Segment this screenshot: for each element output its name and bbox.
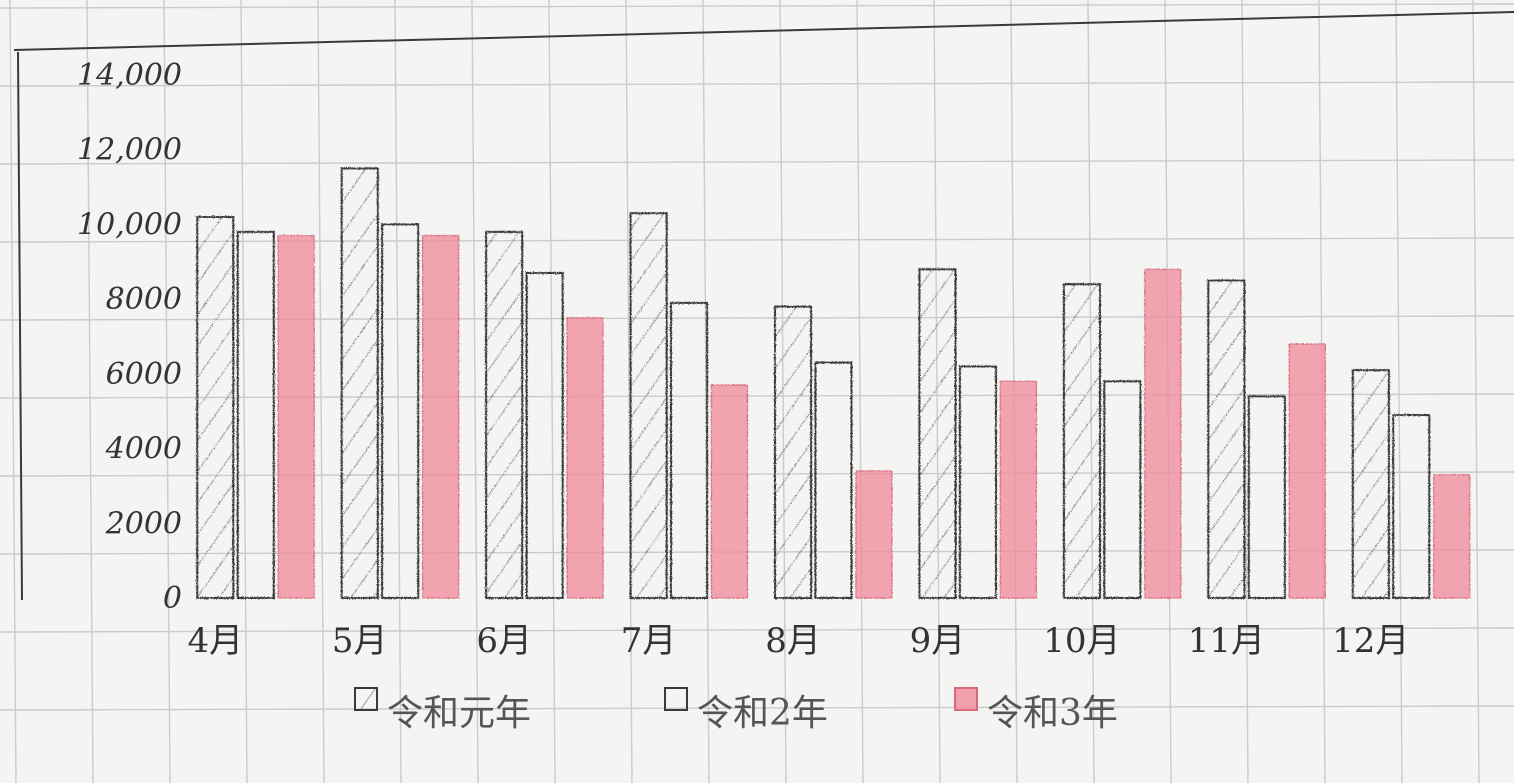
y-tick-label: 6000 [106,357,182,392]
y-tick-label: 12,000 [77,133,182,168]
bar-hatched-9 [1351,369,1390,599]
legend-swatch-outline [664,687,688,711]
grid-line-vertical [163,0,171,783]
grid-line-vertical [1472,0,1480,783]
grid-line-vertical [548,0,556,783]
y-tick-label: 8000 [106,282,182,317]
grid-line-horizontal [0,471,1514,477]
bar-hatched-3 [485,230,524,599]
bar-outline-2 [381,223,420,599]
y-tick-label: 14,000 [77,58,182,93]
grid-line-horizontal [0,3,1514,9]
grid-line-vertical [1395,0,1403,783]
bar-hatched-6 [918,268,957,599]
legend-label: 令和3年 [987,693,1118,734]
grid-line-horizontal [0,705,1514,711]
bar-hatched-4 [629,212,668,599]
bar-red-1 [277,235,315,599]
grid-line-vertical [9,0,17,783]
grid-line-horizontal [0,159,1514,165]
grid-line-vertical [625,0,633,783]
bar-red-8 [1288,343,1326,599]
bar-outline-5 [814,361,853,599]
bar-hatched-8 [1207,279,1246,599]
grid-line-vertical [702,0,710,783]
bar-outline-1 [236,230,275,599]
bar-outline-3 [525,272,564,599]
bar-red-3 [566,317,604,599]
x-tick-label: 6月 [476,621,532,661]
legend-swatch-red [954,687,978,711]
x-tick-label: 7月 [621,621,677,661]
bar-outline-4 [670,301,709,599]
legend-swatch-hatched [354,687,378,711]
legend-label: 令和2年 [697,693,828,734]
bar-hatched-1 [196,216,235,599]
y-tick-label: 10,000 [77,207,182,242]
grid-line-horizontal [0,237,1514,243]
grid-line-horizontal [0,81,1514,87]
bar-red-5 [855,470,893,599]
bar-outline-9 [1392,414,1431,599]
grid-line-vertical [856,0,864,783]
x-tick-label: 5月 [332,621,388,661]
y-axis-line [17,51,23,601]
legend-label: 令和元年 [387,693,531,734]
y-tick-label: 4000 [105,432,182,467]
grid-line-vertical [240,0,248,783]
x-tick-label: 8月 [765,621,821,661]
legend: 令和元年 令和2年 令和3年 [354,687,1118,734]
grid-line-vertical [471,0,479,783]
bar-red-9 [1433,474,1471,599]
bar-red-2 [422,235,460,599]
x-tick-label: 12月 [1332,621,1409,661]
x-tick-label: 4月 [187,621,243,661]
top-frame-line [13,11,1514,51]
x-tick-label: 9月 [910,621,966,661]
bar-hatched-7 [1062,283,1102,599]
grid-line-horizontal [0,627,1514,633]
y-tick-label: 0 [163,581,182,616]
grid-line-horizontal [0,549,1514,555]
bars [196,167,1471,599]
bar-outline-6 [958,365,998,599]
bar-outline-8 [1247,395,1286,599]
x-tick-labels: 4月 5月 6月 7月 8月 9月 10月 11月 12月 [187,621,1409,661]
grid-line-vertical [394,0,402,783]
bar-hatched-5 [774,305,813,599]
grid-line-vertical [317,0,325,783]
bar-outline-7 [1103,380,1142,599]
bar-red-7 [1144,268,1182,599]
bar-red-6 [999,380,1037,599]
y-tick-labels: 0 2000 4000 6000 8000 10,000 12,000 14,000 [77,58,182,616]
x-tick-label: 11月 [1188,621,1265,661]
grid-line-horizontal [0,393,1514,399]
y-tick-label: 2000 [105,506,182,541]
bar-hatched-2 [340,167,379,599]
bar-red-4 [710,384,749,599]
x-tick-label: 10月 [1043,621,1120,661]
grid-line-horizontal [0,315,1514,321]
grid-line-vertical [86,0,94,783]
